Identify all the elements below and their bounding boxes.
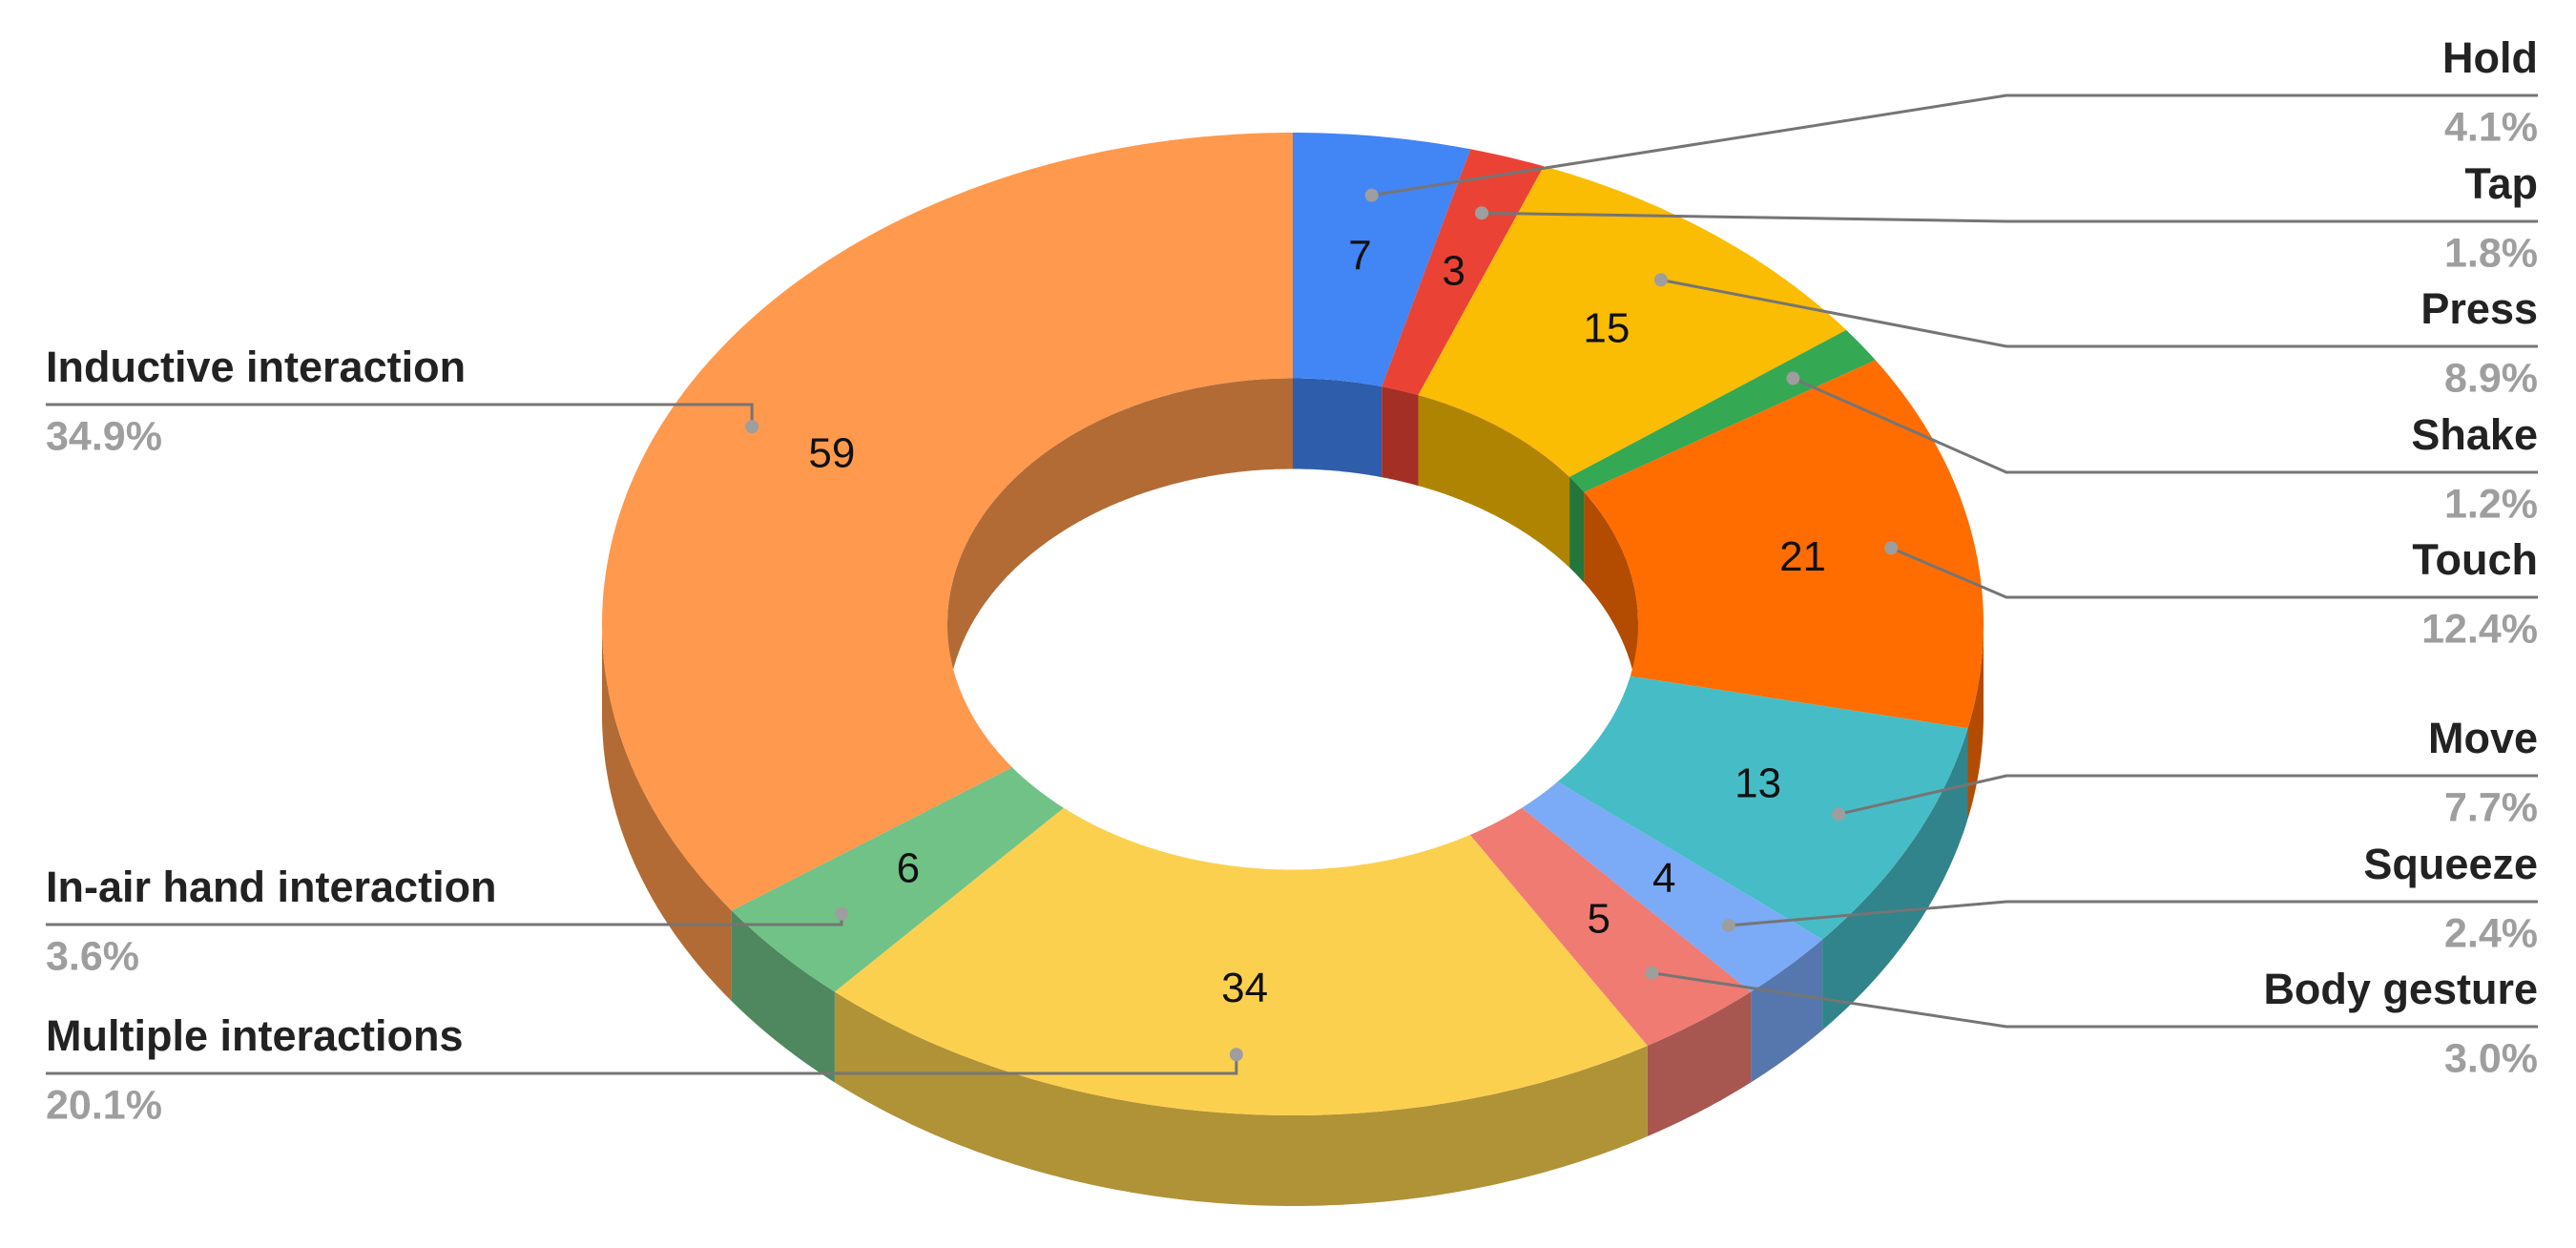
slice-inner-side — [1381, 386, 1419, 487]
legend-label: Tap — [2464, 159, 2538, 208]
percentage-label: 20.1% — [46, 1082, 162, 1128]
slice-side — [1967, 624, 1984, 820]
legend-label: Squeeze — [2363, 840, 2538, 888]
percentage-label: 3.0% — [2444, 1035, 2538, 1081]
legend-label: Body gesture — [2263, 965, 2538, 1013]
slice — [1381, 149, 1544, 396]
leader-dot — [1721, 918, 1735, 932]
legend-label: Touch — [2412, 535, 2538, 584]
slice-inner-side — [1293, 378, 1382, 478]
data-label: 21 — [1779, 533, 1826, 580]
slice — [1418, 166, 1847, 477]
data-label: 3 — [1443, 248, 1465, 295]
slice-inner-side — [1584, 491, 1638, 715]
legend-label: Inductive interaction — [46, 343, 466, 391]
slice-side — [1647, 991, 1752, 1136]
legend-label: Move — [2428, 714, 2538, 762]
legend-label: Shake — [2411, 410, 2538, 459]
data-label: 13 — [1735, 760, 1781, 807]
leader-line — [1792, 377, 2538, 474]
slice — [1569, 329, 1876, 492]
data-label: 6 — [897, 844, 920, 891]
percentage-label: 8.9% — [2444, 355, 2538, 401]
data-label: 5 — [1588, 895, 1610, 942]
slice — [1293, 133, 1471, 387]
leader-line — [1371, 94, 2538, 198]
data-label: 7 — [1348, 233, 1371, 280]
slice-side — [1751, 939, 1823, 1083]
percentage-label: 12.4% — [2421, 606, 2538, 652]
leader-dot — [1832, 807, 1846, 822]
leader-dot — [1475, 206, 1489, 220]
legend-label: Hold — [2442, 33, 2538, 82]
leader-dot — [1884, 541, 1899, 555]
leader-line — [46, 403, 754, 427]
leader-line — [1652, 971, 2538, 1029]
slice — [834, 807, 1648, 1115]
slice — [1584, 360, 1984, 729]
legend-label: In-air hand interaction — [46, 863, 497, 911]
slice — [602, 133, 1293, 911]
percentage-label: 1.8% — [2444, 230, 2538, 276]
leader-dot — [1364, 188, 1379, 202]
data-label: 15 — [1583, 304, 1630, 351]
slice — [731, 767, 1064, 992]
leader-line — [1838, 774, 2538, 816]
leader-dot — [835, 906, 849, 921]
slice-inner-side — [947, 378, 1293, 715]
leader-dot — [1229, 1048, 1243, 1062]
percentage-label: 3.6% — [46, 933, 139, 979]
slice — [1557, 676, 1968, 940]
slice — [1522, 781, 1823, 992]
slice-inner-side — [1418, 395, 1570, 568]
legend-label: Multiple interactions — [46, 1011, 464, 1060]
percentage-label: 34.9% — [46, 413, 162, 459]
slice-inner-side — [1569, 476, 1585, 583]
legend-label: Press — [2420, 284, 2538, 333]
slice — [1469, 807, 1752, 1046]
data-label: 34 — [1221, 965, 1268, 1011]
data-label: 4 — [1652, 855, 1675, 902]
percentage-label: 4.1% — [2444, 104, 2538, 150]
leader-line — [1660, 278, 2538, 348]
leader-line — [1728, 900, 2538, 927]
leader-dot — [1653, 273, 1668, 287]
leader-dot — [1645, 966, 1659, 980]
slice-side — [602, 624, 732, 1002]
leader-line — [1890, 547, 2538, 599]
leader-line — [1481, 211, 2538, 223]
leader-dot — [745, 420, 759, 434]
slice-side — [1822, 728, 1968, 1030]
slice-side — [731, 910, 835, 1083]
leader-dot — [1786, 371, 1800, 385]
percentage-label: 1.2% — [2444, 481, 2538, 527]
percentage-label: 7.7% — [2444, 784, 2538, 830]
percentage-label: 2.4% — [2444, 910, 2538, 956]
data-label: 59 — [808, 429, 855, 476]
slice-side — [834, 991, 1648, 1206]
